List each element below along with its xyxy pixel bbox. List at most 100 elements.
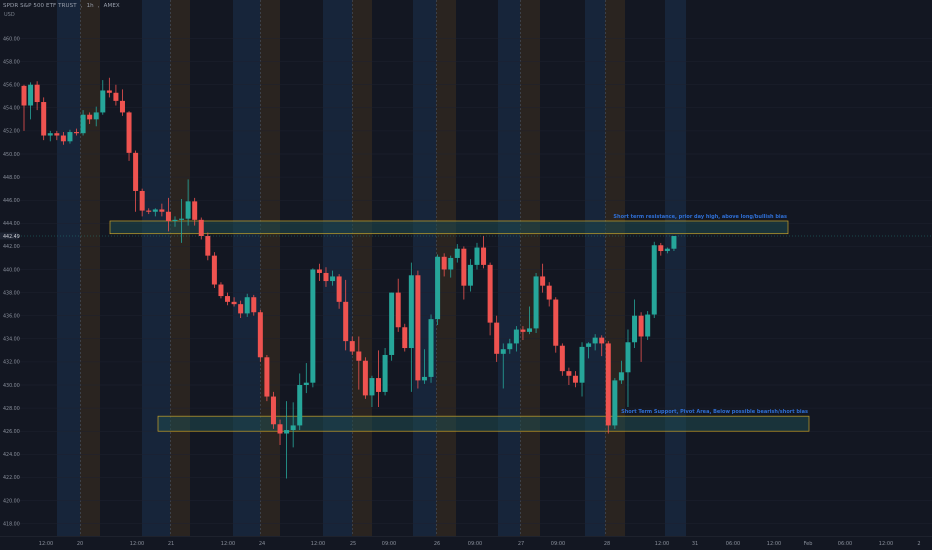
candle[interactable]	[461, 246, 467, 300]
candle[interactable]	[67, 129, 73, 144]
candle[interactable]	[559, 343, 565, 376]
candle[interactable]	[500, 343, 506, 389]
candle[interactable]	[100, 80, 106, 115]
candle[interactable]	[546, 282, 552, 307]
candle[interactable]	[605, 341, 611, 434]
candle[interactable]	[336, 274, 342, 309]
candle[interactable]	[264, 354, 270, 402]
candle[interactable]	[408, 262, 414, 392]
candle[interactable]	[244, 293, 250, 317]
candle[interactable]	[395, 278, 401, 332]
candle[interactable]	[225, 292, 231, 306]
candle[interactable]	[586, 342, 592, 359]
candle[interactable]	[93, 106, 99, 127]
candle[interactable]	[651, 241, 657, 319]
candle[interactable]	[185, 179, 191, 226]
candle[interactable]	[218, 282, 224, 299]
candle[interactable]	[474, 242, 480, 270]
candle[interactable]	[625, 329, 631, 407]
candle[interactable]	[645, 311, 651, 340]
candle[interactable]	[28, 82, 34, 120]
candle[interactable]	[632, 299, 638, 349]
candle[interactable]	[21, 84, 27, 131]
candle[interactable]	[192, 197, 198, 226]
candle[interactable]	[507, 338, 513, 354]
candle[interactable]	[87, 112, 93, 124]
candle[interactable]	[323, 267, 329, 287]
candle[interactable]	[520, 326, 526, 340]
candle[interactable]	[119, 89, 125, 116]
time-axis[interactable]: 12:00 20 12:00 21 12:00 24 12:00 25 09:00 26 09:00…	[0, 536, 932, 550]
candle[interactable]	[211, 252, 217, 288]
candle[interactable]	[579, 342, 585, 397]
candle[interactable]	[382, 348, 388, 396]
candle[interactable]	[277, 419, 283, 446]
candle[interactable]	[349, 336, 355, 355]
candle[interactable]	[284, 401, 290, 479]
candle[interactable]	[435, 254, 441, 325]
candle[interactable]	[356, 336, 362, 390]
candle[interactable]	[316, 263, 322, 282]
candle[interactable]	[553, 297, 559, 353]
candle[interactable]	[179, 199, 185, 243]
resistance-zone[interactable]	[109, 220, 789, 235]
candle[interactable]	[34, 81, 40, 111]
candle[interactable]	[664, 247, 670, 254]
candle[interactable]	[231, 297, 237, 307]
candle[interactable]	[159, 203, 165, 217]
candle[interactable]	[402, 323, 408, 352]
candle[interactable]	[74, 128, 80, 136]
candle[interactable]	[47, 130, 53, 142]
candle[interactable]	[369, 375, 375, 407]
candle[interactable]	[290, 402, 296, 448]
candle[interactable]	[441, 253, 447, 277]
candle[interactable]	[139, 188, 145, 217]
candle[interactable]	[54, 130, 60, 141]
candle[interactable]	[487, 262, 493, 336]
candle[interactable]	[362, 357, 368, 399]
candle[interactable]	[527, 306, 533, 335]
candle[interactable]	[106, 77, 112, 98]
candle[interactable]	[494, 315, 500, 362]
candle[interactable]	[467, 259, 473, 292]
candle[interactable]	[428, 314, 434, 383]
candle[interactable]	[238, 300, 244, 319]
candle[interactable]	[638, 312, 644, 362]
price-axis[interactable]: 460.00 458.00 456.00 454.00 452.00 450.00 448.…	[0, 0, 20, 536]
candle[interactable]	[270, 391, 276, 429]
candle[interactable]	[343, 279, 349, 351]
candle[interactable]	[599, 335, 605, 357]
candle[interactable]	[572, 371, 578, 388]
candle[interactable]	[60, 132, 66, 145]
candle[interactable]	[448, 255, 454, 278]
candle[interactable]	[533, 272, 539, 334]
candle[interactable]	[330, 270, 336, 286]
candle[interactable]	[481, 236, 487, 269]
candle[interactable]	[205, 232, 211, 261]
candle[interactable]	[592, 334, 598, 351]
candle[interactable]	[415, 270, 421, 389]
candle[interactable]	[612, 378, 618, 429]
candle[interactable]	[618, 360, 624, 384]
candle[interactable]	[113, 84, 119, 106]
candle[interactable]	[566, 367, 572, 385]
candle[interactable]	[172, 216, 178, 227]
candle[interactable]	[310, 268, 316, 388]
candle[interactable]	[513, 326, 519, 352]
price-zones[interactable]: Short term resistance, prior day high, a…	[109, 214, 810, 432]
candle[interactable]	[251, 294, 257, 316]
candle[interactable]	[303, 363, 309, 394]
candle[interactable]	[421, 349, 427, 384]
candle[interactable]	[376, 350, 382, 407]
candles[interactable]	[18, 77, 932, 479]
candle[interactable]	[152, 208, 158, 217]
candle[interactable]	[146, 208, 152, 215]
candle[interactable]	[41, 97, 47, 141]
candle[interactable]	[658, 242, 664, 256]
candle[interactable]	[454, 244, 460, 263]
candle[interactable]	[133, 150, 139, 212]
candle[interactable]	[80, 110, 86, 136]
candle[interactable]	[257, 309, 263, 362]
candle[interactable]	[165, 197, 171, 232]
